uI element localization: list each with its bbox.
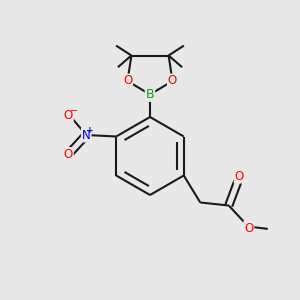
Text: +: + [86,126,93,135]
Text: O: O [168,74,177,88]
Text: B: B [146,88,154,101]
Text: O: O [64,148,73,161]
Text: O: O [235,169,244,183]
Text: N: N [82,128,91,142]
Text: −: − [70,106,79,116]
Text: O: O [64,109,73,122]
Text: O: O [123,74,132,88]
Text: O: O [244,221,254,235]
